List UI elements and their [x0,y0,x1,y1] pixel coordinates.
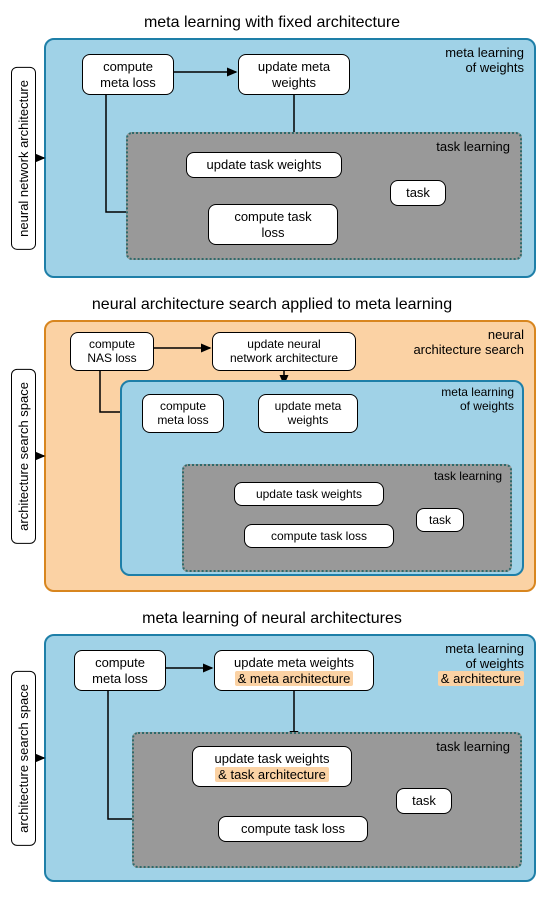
panel-3-wrap: architecture search space meta learning [8,634,536,882]
node-task-loss-2: compute task loss [244,524,394,548]
node-task-loss-3: compute task loss [218,816,368,842]
p3-outer-l2: of weights [465,656,524,671]
panel-2-outer: neural architecture search compute NAS l… [44,320,536,592]
panel-1-outer-label: meta learning of weights [445,46,524,76]
node-task-update-2: update task weights [234,482,384,506]
panel-2-wrap: architecture search space [8,320,536,592]
panel-3: meta learning of neural architectures ar… [8,610,536,882]
panel-2-vlabel: architecture search space [11,369,36,544]
panel-3-outer-label: meta learning of weights & architecture [438,642,524,687]
p3-tu-hl: & task architecture [215,767,329,782]
node-meta-loss-2: compute meta loss [142,394,224,433]
node-task-update-1: update task weights [186,152,342,178]
panel-1: meta learning with fixed architecture ne… [8,14,536,278]
panel-2-blue: meta learning of weights compute meta lo… [120,380,524,576]
panel-1-task-box: task learning update task weights comput… [126,132,522,260]
node-nas-update: update neural network architecture [212,332,356,371]
p3-outer-hl: & architecture [438,671,524,686]
p3-mu-l1: update meta weights [234,655,354,670]
node-meta-update-3: update meta weights & meta architecture [214,650,374,691]
panel-2-outer-label: neural architecture search [413,328,524,358]
panel-1-title: meta learning with fixed architecture [8,14,536,32]
node-meta-loss-1: compute meta loss [82,54,174,95]
p3-outer-l1: meta learning [445,641,524,656]
node-nas-loss: compute NAS loss [70,332,154,371]
node-meta-loss-3: compute meta loss [74,650,166,691]
p3-mu-hl: & meta architecture [235,671,354,686]
node-task-2: task [416,508,464,532]
panel-3-task-box: task learning update task weights & task… [132,732,522,868]
panel-1-vlabel-box: neural network architecture [8,38,38,278]
panel-2-inner-label: task learning [434,470,502,484]
panel-3-inner-label: task learning [436,740,510,755]
panel-1-wrap: neural network architecture meta le [8,38,536,278]
panel-2-mid-label: meta learning of weights [441,386,514,414]
panel-1-inner-label: task learning [436,140,510,155]
panel-2-title: neural architecture search applied to me… [8,296,536,314]
panel-1-vlabel: neural network architecture [11,67,36,250]
panel-3-vlabel: architecture search space [11,671,36,846]
panel-1-outer: meta learning of weights compute meta lo… [44,38,536,278]
node-task-update-3: update task weights & task architecture [192,746,352,787]
panel-2: neural architecture search applied to me… [8,296,536,592]
node-meta-update-1: update meta weights [238,54,350,95]
panel-3-title: meta learning of neural architectures [8,610,536,628]
panel-3-vlabel-box: architecture search space [8,634,38,882]
panel-2-task-box: task learning update task weights comput… [182,464,512,572]
p3-tu-l1: update task weights [215,751,330,766]
node-task-3: task [396,788,452,814]
node-task-loss-1: compute task loss [208,204,338,245]
node-meta-update-2: update meta weights [258,394,358,433]
panel-3-outer: meta learning of weights & architecture … [44,634,536,882]
panel-2-vlabel-box: architecture search space [8,320,38,592]
node-task-1: task [390,180,446,206]
